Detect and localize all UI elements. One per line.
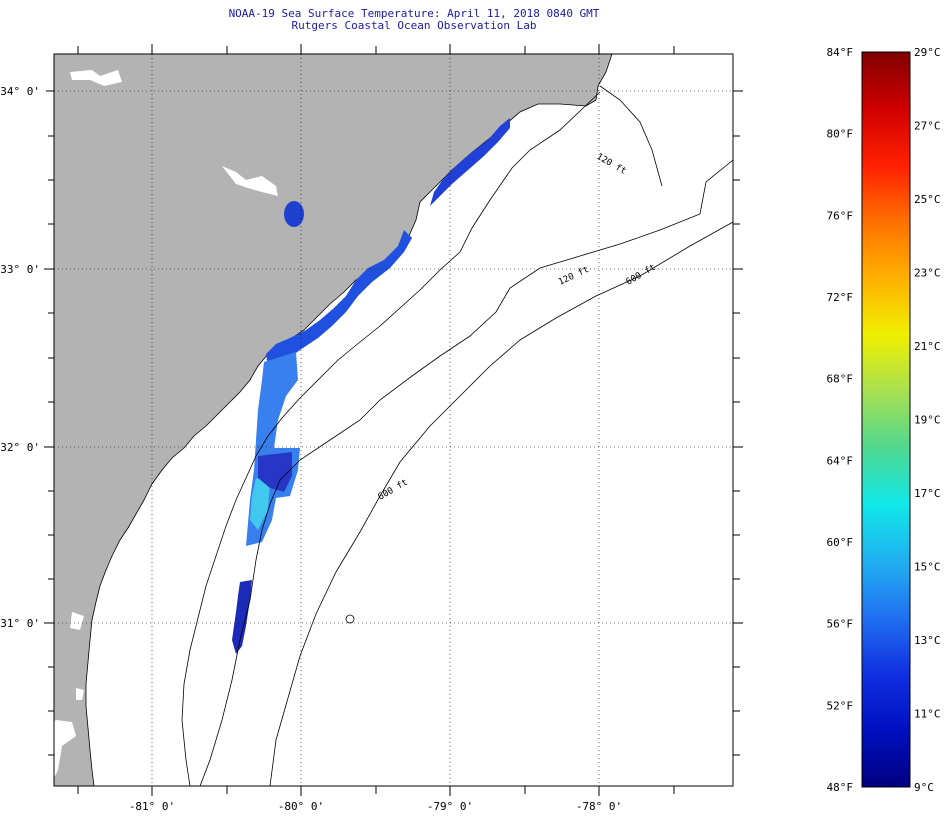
colorbar-f-label: 56°F — [827, 618, 854, 631]
map-subtitle: Rutgers Coastal Ocean Observation Lab — [291, 19, 537, 32]
colorbar-gradient — [861, 51, 911, 788]
lake-marion — [284, 201, 304, 227]
isobath-600ft-inner — [199, 159, 733, 786]
sst-swath-north — [430, 118, 510, 206]
colorbar-c-label: 21°C — [914, 340, 941, 353]
sst-strip-cold — [258, 452, 292, 492]
isobath-ne — [599, 85, 663, 187]
colorbar-f-label: 72°F — [827, 291, 854, 304]
colorbar-f-label: 60°F — [827, 536, 854, 549]
colorbar-c-label: 13°C — [914, 634, 941, 647]
colorbar-f-label: 48°F — [827, 781, 854, 794]
isobath-120ft — [181, 91, 601, 786]
land-gap-2 — [222, 166, 278, 196]
colorbar-f-label: 84°F — [827, 46, 854, 59]
lon-label-79: -79° 0' — [427, 800, 473, 813]
colorbar-c-label: 27°C — [914, 120, 941, 133]
lat-label-34: 34° 0' — [0, 85, 40, 98]
colorbar-c-label: 15°C — [914, 561, 941, 574]
map-frame — [53, 53, 734, 787]
map-title: NOAA-19 Sea Surface Temperature: April 1… — [228, 7, 600, 20]
sst-strip-warm — [250, 478, 270, 530]
colorbar-c-label: 17°C — [914, 487, 941, 500]
colorbar: 84°F 80°F 76°F 72°F 68°F 64°F 60°F 56°F 52°F 48°F… — [827, 46, 941, 794]
map-ticks — [44, 44, 743, 796]
colorbar-c-label: 23°C — [914, 267, 941, 280]
isobath-600ft-outer — [269, 221, 733, 786]
colorbar-c-label: 29°C — [914, 46, 941, 59]
lon-label-78: -78° 0' — [576, 800, 622, 813]
colorbar-f-label: 52°F — [827, 699, 854, 712]
lon-label-80: -80° 0' — [278, 800, 324, 813]
lat-label-32: 32° 0' — [0, 441, 40, 454]
colorbar-c-label: 9°C — [914, 781, 934, 794]
lat-label-31: 31° 0' — [0, 617, 40, 630]
sst-swath-mid — [266, 230, 412, 366]
colorbar-f-label: 64°F — [827, 454, 854, 467]
colorbar-f-label: 68°F — [827, 373, 854, 386]
land-gap-4 — [70, 612, 84, 630]
land-gap-5 — [76, 688, 84, 700]
land-gap-1 — [70, 70, 122, 86]
lat-label-33: 33° 0' — [0, 263, 40, 276]
colorbar-c-label: 25°C — [914, 193, 941, 206]
colorbar-c-label: 11°C — [914, 708, 941, 721]
land-gap-3 — [54, 720, 76, 778]
lon-label-81: -81° 0' — [129, 800, 175, 813]
colorbar-fahrenheit-labels: 84°F 80°F 76°F 72°F 68°F 64°F 60°F 56°F 52°F 48°F — [827, 46, 854, 794]
colorbar-celsius-labels: 29°C 27°C 25°C 23°C 21°C 19°C 17°C 15°C 13°C 11°C… — [914, 46, 941, 794]
colorbar-f-label: 80°F — [827, 128, 854, 141]
colorbar-f-label: 76°F — [827, 209, 854, 222]
map-panel: 120 ft 600 ft 600 ft 120 ft — [0, 44, 743, 813]
sst-south-patch — [232, 580, 252, 654]
colorbar-c-label: 19°C — [914, 414, 941, 427]
